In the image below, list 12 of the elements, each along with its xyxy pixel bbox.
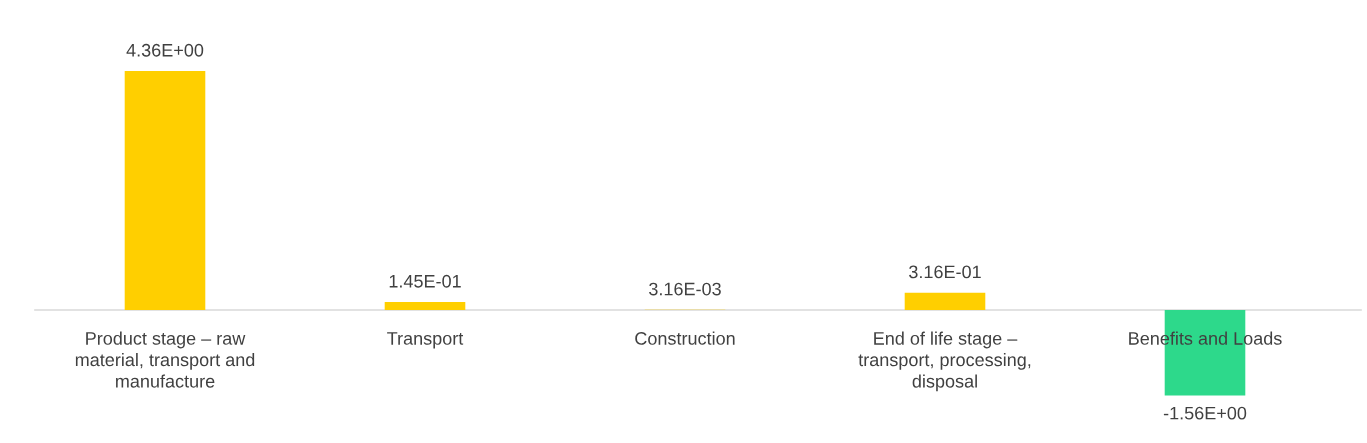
data-label: 1.45E-01 [389, 274, 461, 288]
data-label: 3.16E-01 [909, 265, 981, 279]
x-tick-label: Construction [635, 331, 735, 345]
data-label: 4.36E+00 [126, 43, 204, 57]
data-label: -1.56E+00 [1163, 406, 1247, 420]
bar [384, 302, 466, 310]
data-label: 3.16E-03 [649, 282, 721, 296]
x-tick-label: End of life stage – transport, processing, disposal [858, 331, 1031, 392]
x-tick-label: Transport [387, 332, 464, 349]
bar [124, 70, 206, 310]
bar [904, 292, 986, 310]
x-tick-label: Product stage – raw material, transport and manufacture [75, 331, 255, 388]
